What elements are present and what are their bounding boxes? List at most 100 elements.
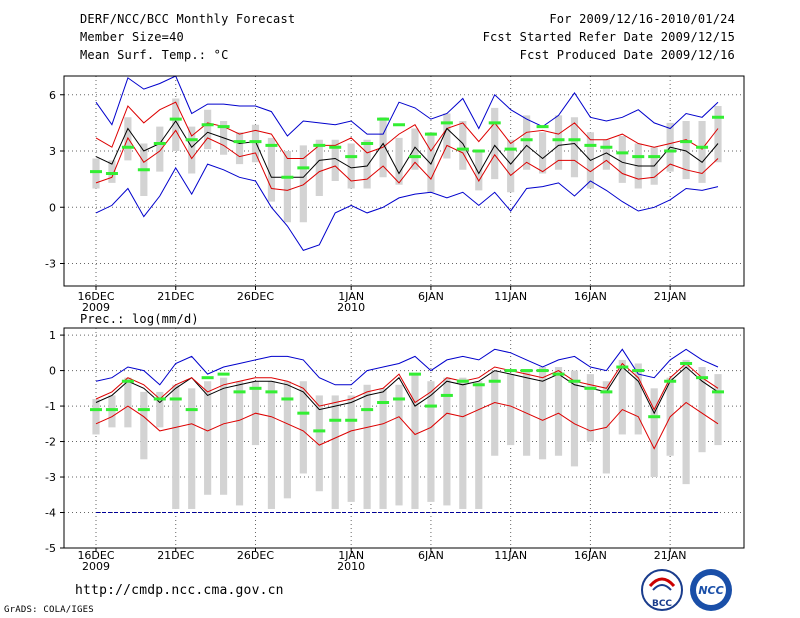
spread-box (475, 381, 483, 509)
obs-marker (536, 125, 549, 129)
obs-marker (472, 149, 485, 153)
y-tick-label: -5 (45, 542, 56, 555)
series-lower-line (95, 401, 719, 450)
x-tick-label: 21DEC (157, 549, 194, 562)
x-tick-label: 11JAN (494, 290, 527, 303)
spread-box (92, 398, 100, 435)
obs-marker (265, 143, 278, 147)
obs-marker (616, 365, 629, 369)
series-mean-line (95, 120, 719, 178)
spread-box (315, 139, 323, 196)
spread-box (682, 359, 690, 485)
plot-frame (63, 75, 745, 287)
obs-marker (105, 172, 118, 175)
obs-marker (377, 117, 390, 121)
obs-marker (281, 397, 294, 401)
y-tick-label: -1 (45, 400, 56, 413)
obs-marker (408, 155, 421, 159)
spread-box (554, 367, 563, 456)
produced-date: Fcst Produced Date 2009/12/16 (519, 48, 735, 62)
obs-marker (169, 117, 182, 121)
bcc-logo: BCC (641, 569, 683, 611)
obs-marker (185, 408, 198, 412)
x-tick-year: 2010 (337, 560, 365, 573)
obs-marker (137, 408, 150, 412)
spread-box (523, 115, 531, 170)
obs-marker (90, 170, 102, 174)
bcc-logo-text: BCC (652, 599, 672, 609)
obs-marker (504, 147, 517, 151)
obs-marker (345, 418, 358, 422)
x-tick-label: 21JAN (654, 290, 687, 303)
obs-marker (712, 115, 724, 119)
x-tick-label: 6JAN (418, 290, 444, 303)
x-tick-year: 2009 (82, 301, 110, 314)
spread-box (491, 107, 499, 180)
spread-box (283, 151, 291, 223)
spread-box (427, 132, 435, 193)
obs-marker (121, 379, 134, 383)
obs-marker (201, 123, 214, 127)
spread-box (538, 367, 547, 460)
x-tick-year: 2010 (337, 301, 365, 314)
spread-box (108, 395, 116, 428)
obs-marker (153, 142, 166, 145)
plot-frame (63, 327, 745, 549)
obs-marker (648, 415, 661, 419)
spread-box (411, 374, 419, 509)
obs-marker (424, 404, 437, 408)
spread-box (538, 132, 547, 174)
spread-box (283, 381, 291, 499)
spread-box (140, 391, 148, 460)
spread-box (650, 388, 658, 478)
spread-box (602, 139, 610, 170)
obs-marker (313, 429, 326, 433)
obs-marker (249, 140, 262, 144)
obs-marker (456, 379, 469, 383)
y-tick-label: -2 (45, 436, 56, 449)
obs-marker (217, 125, 230, 129)
obs-marker (536, 369, 549, 373)
obs-marker (680, 361, 693, 365)
spread-box (188, 388, 196, 509)
grads-credit: GrADS: COLA/IGES (4, 605, 94, 615)
obs-marker (616, 151, 629, 155)
spread-box (459, 121, 467, 170)
y-tick-label: 3 (49, 145, 56, 158)
series-max-line (95, 348, 719, 386)
obs-marker (361, 142, 374, 145)
obs-marker (137, 168, 150, 172)
spread-box (379, 388, 387, 509)
obs-marker (712, 390, 724, 394)
obs-marker (105, 408, 118, 412)
obs-marker (329, 145, 342, 149)
obs-marker (153, 397, 166, 401)
series-lower-line (95, 129, 719, 191)
obs-marker (456, 147, 469, 151)
obs-marker (632, 155, 645, 159)
obs-marker (90, 408, 102, 412)
x-tick-label: 16JAN (574, 549, 607, 562)
footer-url[interactable]: http://cmdp.ncc.cma.gov.cn (75, 583, 284, 598)
obs-marker (217, 372, 230, 376)
obs-marker (377, 401, 390, 405)
y-tick-label: -3 (45, 471, 56, 484)
obs-marker (648, 155, 661, 159)
spread-box (156, 126, 164, 172)
spread-box (235, 381, 244, 506)
obs-marker (297, 411, 310, 415)
obs-marker (584, 143, 597, 147)
spread-box (363, 139, 371, 189)
ncc-logo-text: NCC (698, 584, 723, 597)
spread-box (507, 374, 515, 446)
obs-marker (696, 145, 709, 149)
spread-box (235, 132, 244, 165)
spread-box (331, 395, 339, 509)
spread-box (443, 377, 451, 506)
spread-box (363, 384, 371, 509)
obs-marker (249, 386, 262, 390)
spread-box (251, 124, 260, 163)
y-tick-label: 1 (49, 329, 56, 342)
obs-marker (345, 155, 358, 159)
